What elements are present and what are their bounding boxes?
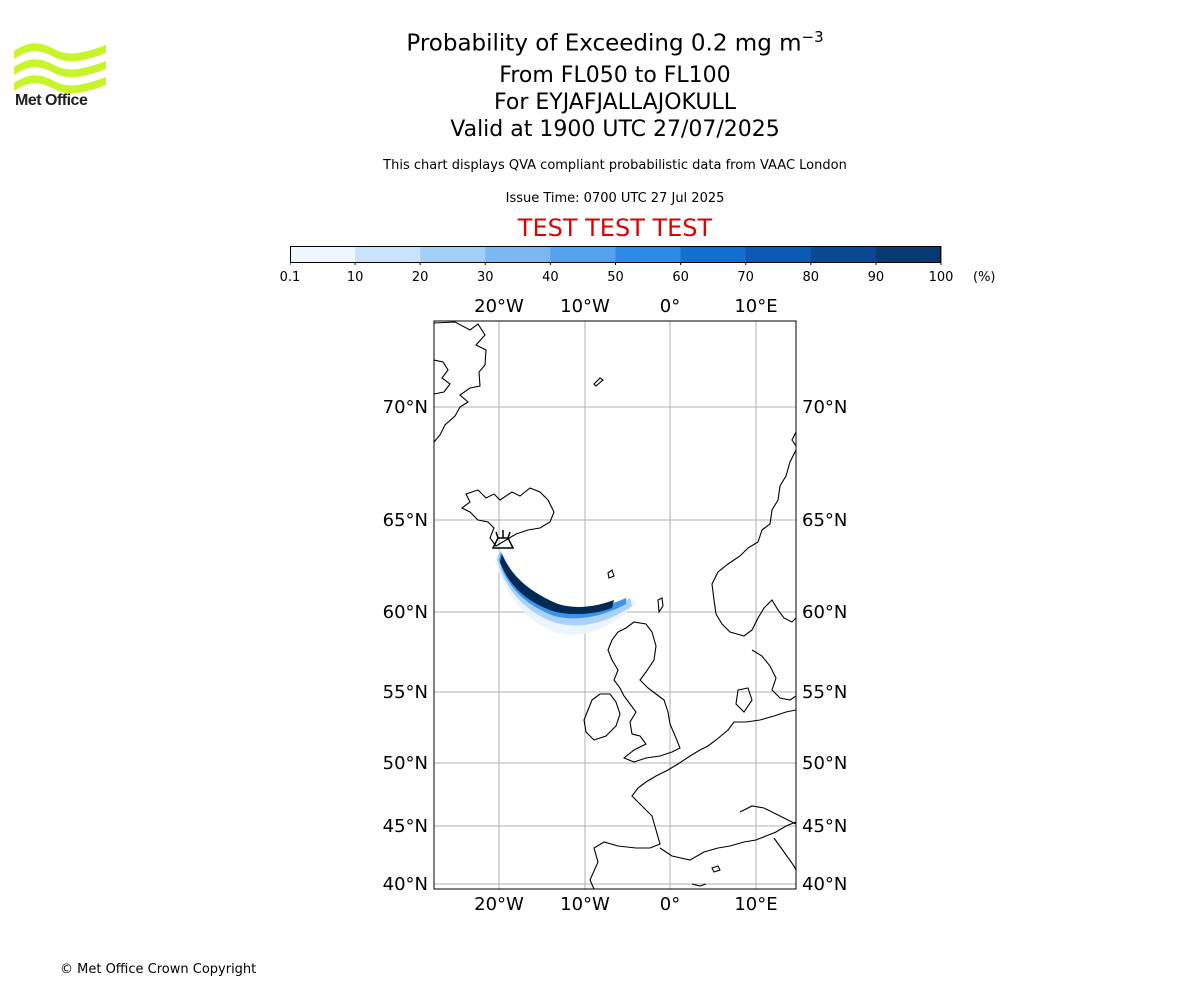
test-banner: TEST TEST TEST	[517, 214, 713, 242]
copyright-notice: © Met Office Crown Copyright	[60, 962, 257, 977]
colorbar-tick-label: 40	[542, 270, 559, 285]
lat-label-left: 40°N	[383, 874, 428, 895]
met-office-logo-text: Met Office	[15, 92, 88, 109]
coastlines	[434, 321, 796, 889]
issue-time: Issue Time: 0700 UTC 27 Jul 2025	[505, 191, 725, 206]
colorbar	[290, 246, 942, 265]
valid-time: Valid at 1900 UTC 27/07/2025	[450, 117, 780, 142]
lon-label-top: 20°W	[474, 296, 524, 317]
lat-label-right: 60°N	[802, 602, 847, 623]
colorbar-tick-label: 80	[802, 270, 820, 285]
level-range: From FL050 to FL100	[499, 63, 731, 88]
lon-label-top: 0°	[660, 296, 680, 317]
colorbar-tick-label: 20	[411, 270, 429, 285]
colorbar-segment	[290, 246, 356, 263]
colorbar-tick-label: 30	[477, 270, 494, 285]
colorbar-unit: (%)	[973, 270, 996, 285]
colorbar-tick-label: 60	[672, 270, 689, 285]
colorbar-segment	[745, 246, 812, 263]
lat-label-right: 50°N	[802, 753, 847, 774]
lon-label-bottom: 10°E	[734, 894, 777, 915]
colorbar-tick-label: 90	[867, 270, 885, 285]
lat-label-left: 55°N	[383, 682, 428, 703]
lat-label-right: 45°N	[802, 816, 847, 837]
title-main: Probability of Exceeding 0.2 mg m	[406, 30, 802, 57]
volcano-name: For EYJAFJALLAJOKULL	[494, 90, 736, 115]
lat-label-left: 50°N	[383, 753, 428, 774]
colorbar-frame	[290, 246, 941, 263]
lon-label-top: 10°E	[734, 296, 777, 317]
lon-label-bottom: 20°W	[474, 894, 524, 915]
ash-plume	[495, 548, 636, 635]
chart-description: This chart displays QVA compliant probab…	[383, 158, 847, 173]
lat-label-right: 55°N	[802, 682, 847, 703]
colorbar-tick-label: 10	[346, 270, 364, 285]
colorbar-tick-label: 70	[737, 270, 754, 285]
lon-label-bottom: 10°W	[560, 894, 610, 915]
lat-label-left: 45°N	[383, 816, 428, 837]
colorbar-segment	[485, 246, 551, 263]
lat-label-right: 40°N	[802, 874, 847, 895]
map-frame	[433, 320, 797, 890]
lat-label-left: 70°N	[383, 397, 428, 418]
colorbar-tick-label: 0.1	[279, 270, 301, 285]
colorbar-segment	[550, 246, 616, 263]
colorbar-segment	[810, 246, 877, 263]
lat-label-right: 70°N	[802, 397, 847, 418]
colorbar-tick-label: 50	[607, 270, 624, 285]
colorbar-tick-label: 100	[928, 270, 954, 285]
lon-label-bottom: 0°	[660, 894, 680, 915]
colorbar-segment	[615, 246, 682, 263]
chart-title: Probability of Exceeding 0.2 mg m−3	[0, 28, 1200, 57]
colorbar-segment	[420, 246, 486, 263]
volcano-icon	[491, 530, 515, 549]
lat-label-left: 60°N	[383, 602, 428, 623]
title-exponent: −3	[801, 28, 824, 46]
lat-label-left: 65°N	[383, 510, 428, 531]
met-office-logo	[14, 43, 106, 94]
lat-label-right: 65°N	[802, 510, 847, 531]
lon-label-top: 10°W	[560, 296, 610, 317]
colorbar-segment	[680, 246, 747, 263]
colorbar-segment	[355, 246, 421, 263]
colorbar-segment	[875, 246, 942, 263]
